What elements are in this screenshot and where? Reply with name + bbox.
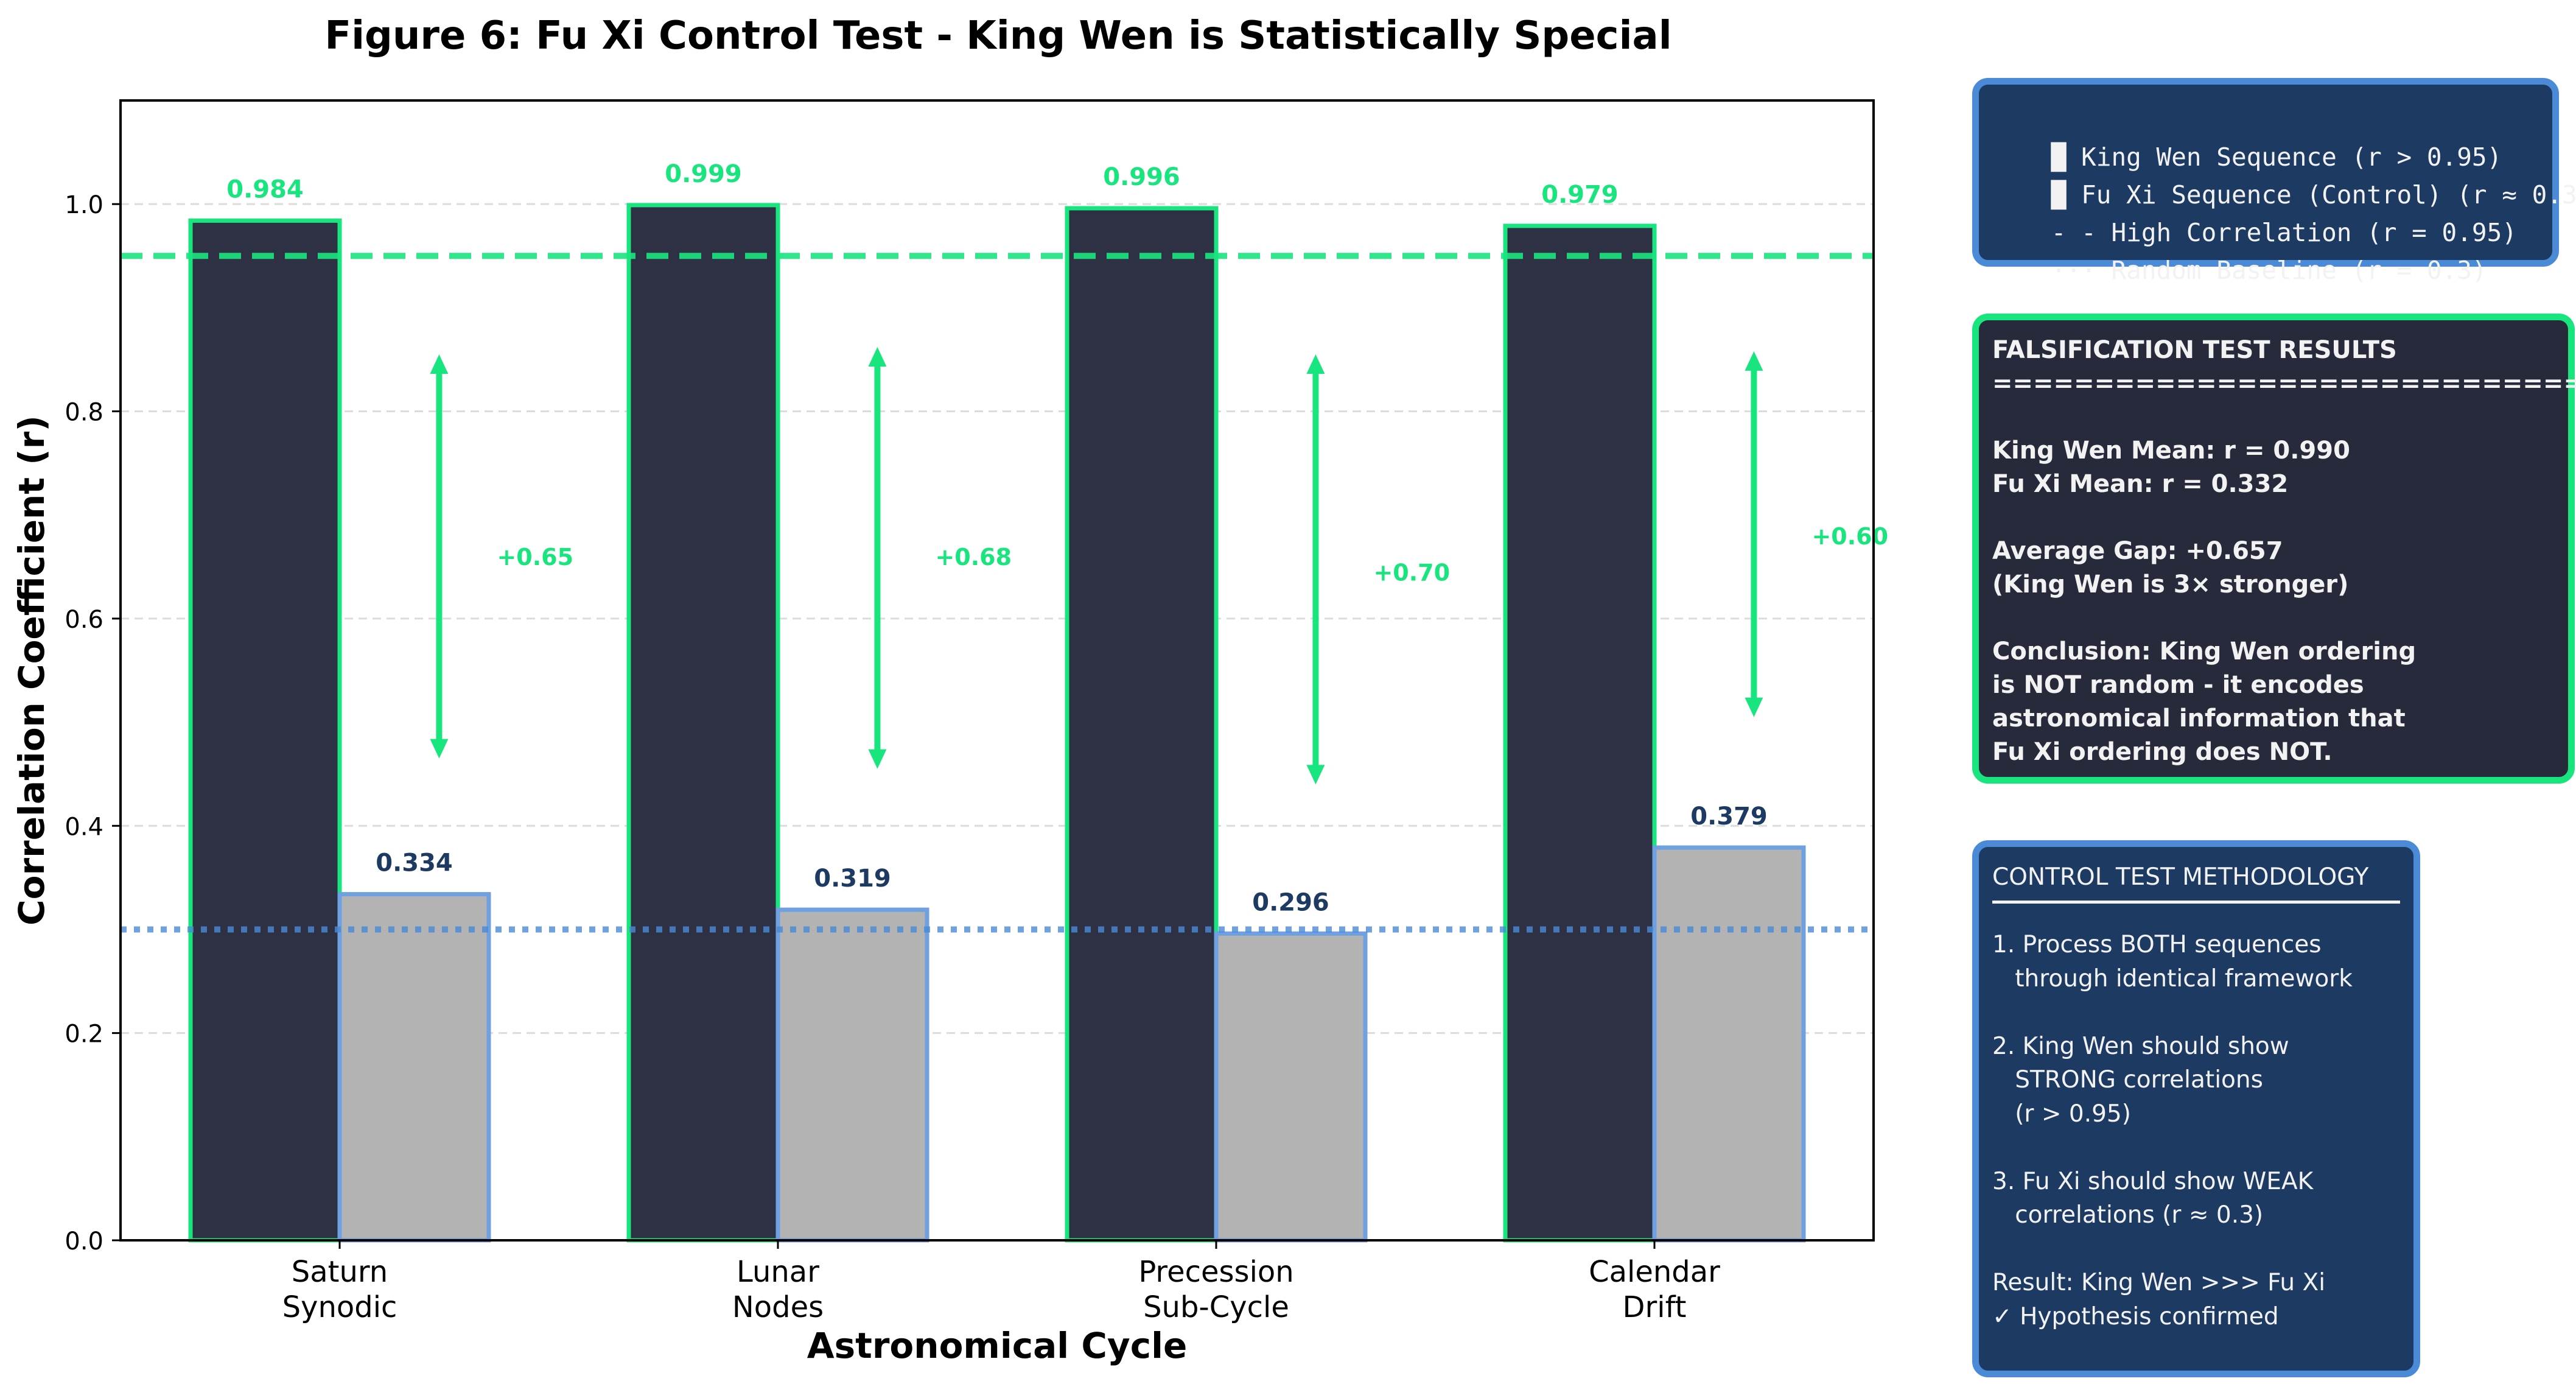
bar-value-label: 0.984 [226,175,304,203]
legend-item-king-wen: █ King Wen Sequence (r > 0.95) [1991,100,2540,172]
fu-xi-bar [1652,845,1806,1243]
king-wen-bar [626,203,780,1243]
bar-value-label: 0.296 [1252,888,1329,916]
gap-arrow-head [1306,354,1325,374]
y-tick-label: 0.2 [65,1020,103,1049]
methodology-title: CONTROL TEST METHODOLOGY [1992,863,2369,891]
results-line: Fu Xi Mean: r = 0.332 [1992,470,2289,498]
methodology-line: (r > 0.95) [1992,1100,2131,1128]
methodology-divider [1992,901,2400,904]
gap-annotations: +0.65 +0.68 +0.70 +0.60 [430,347,1888,785]
methodology-line [1992,996,2400,1030]
gap-label: +0.68 [935,544,1012,571]
results-line [1992,602,2555,635]
legend-item-high-correlation: - - High Correlation (r = 0.95) [1991,176,2540,247]
legend-marker-bar: █ [2051,180,2067,209]
king-wen-bar [1503,223,1657,1243]
legend-item-fu-xi: █ Fu Xi Sequence (Control) (r ≈ 0.3) [1991,138,2576,209]
x-tick-label: Saturn Synodic [282,1255,397,1324]
x-axis-ticks: Saturn Synodic Lunar Nodes Precession Sub-Cyc… [282,1240,1720,1324]
legend-label: King Wen Sequence (r > 0.95) [2081,142,2502,172]
fu-xi-bar [775,907,929,1243]
gap-arrow-head [868,347,887,367]
king-wen-bar [1065,206,1219,1243]
bar-value-label: 0.334 [376,849,453,877]
gap-arrow-head [1745,351,1763,371]
results-line: Fu Xi ordering does NOT. [1992,738,2333,766]
y-tick-label: 0.4 [65,813,103,841]
y-tick-label: 0.0 [65,1228,103,1256]
bar-value-label: 0.999 [665,160,742,188]
results-line: Conclusion: King Wen ordering [1992,638,2417,666]
y-axis-ticks: 0.0 0.2 0.4 0.6 0.8 1.0 [65,191,121,1256]
x-tick-label: Lunar Nodes [732,1255,824,1324]
bar-value-label: 0.996 [1103,163,1180,191]
methodology-line: through identical framework [1992,964,2353,992]
legend-label: Fu Xi Sequence (Control) (r ≈ 0.3) [2081,180,2576,209]
gap-label: +0.70 [1373,559,1450,586]
bar-series: 0.984 0.334 0.999 0.319 0.996 0.296 0.979 0.379 [188,160,1806,1243]
fu-xi-bar [337,892,491,1243]
y-tick-label: 0.8 [65,399,103,427]
methodology-line [1992,1131,2400,1165]
reference-lines [121,253,1874,933]
gap-arrow-head [430,354,449,374]
bar-value-label: 0.319 [814,865,891,893]
gap-arrow-head [1745,697,1763,717]
y-tick-label: 0.6 [65,606,103,634]
methodology-line: 1. Process BOTH sequences [1992,931,2322,958]
methodology-box: CONTROL TEST METHODOLOGY 1. Process BOTH… [1972,840,2420,1377]
chart-title: Figure 6: Fu Xi Control Test - King Wen … [324,13,1671,58]
king-wen-bar [188,218,342,1243]
bar-value-label: 0.379 [1690,803,1768,831]
results-line: (King Wen is 3× stronger) [1992,571,2349,599]
plot-frame [119,99,1875,1242]
legend-marker-dashed: - - [2051,218,2096,247]
legend-label: High Correlation (r = 0.95) [2111,218,2517,247]
legend-label: Random Baseline (r = 0.3) [2111,256,2487,285]
methodology-line: Result: King Wen >>> Fu Xi [1992,1269,2326,1296]
bar-value-label: 0.979 [1541,181,1619,209]
fu-xi-bar [1214,931,1368,1243]
methodology-line: 2. King Wen should show [1992,1032,2289,1060]
results-line: Average Gap: +0.657 [1992,537,2283,565]
methodology-line: STRONG correlations [1992,1066,2263,1094]
gap-arrow-head [430,739,449,759]
chart: Figure 6: Fu Xi Control Test - King Wen … [11,13,1888,1366]
x-tick-label: Precession Sub-Cycle [1138,1255,1293,1324]
results-heading: FALSIFICATION TEST RESULTS [1992,336,2397,364]
methodology-line: 3. Fu Xi should show WEAK [1992,1167,2314,1195]
x-tick-label: Calendar Drift [1589,1255,1720,1324]
legend: █ King Wen Sequence (r > 0.95) █ Fu Xi S… [1972,78,2576,285]
methodology-line [1992,1232,2400,1266]
results-line [1992,501,2555,535]
results-line: King Wen Mean: r = 0.990 [1992,437,2350,465]
methodology-line: correlations (r ≈ 0.3) [1992,1201,2264,1229]
results-line [1992,401,2555,434]
legend-marker-bar: █ [2051,142,2067,172]
results-line: is NOT random - it encodes [1992,671,2364,699]
results-rule: ============================== [1992,370,2576,398]
gap-label: +0.65 [497,544,573,571]
gap-label: +0.60 [1811,523,1888,550]
results-box: FALSIFICATION TEST RESULTS =============… [1972,314,2576,784]
results-line: astronomical information that [1992,704,2406,732]
y-axis-label: Correlation Coefficient (r) [11,415,52,926]
legend-item-random-baseline: ··· Random Baseline (r = 0.3) [1991,214,2540,285]
y-tick-label: 1.0 [65,191,103,219]
legend-marker-dotted: ··· [2051,256,2096,285]
gap-arrow-head [1306,765,1325,785]
x-axis-label: Astronomical Cycle [807,1325,1188,1366]
gap-arrow-head [868,749,887,769]
methodology-line: ✓ Hypothesis confirmed [1992,1302,2279,1330]
